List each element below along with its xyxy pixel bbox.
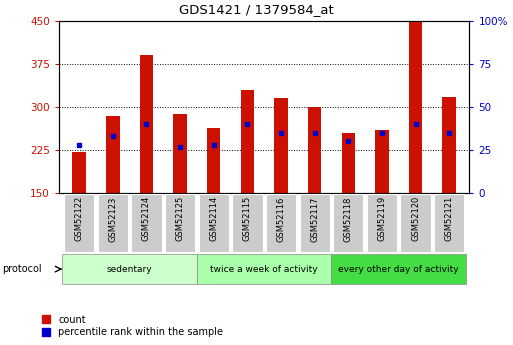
Bar: [342, 133, 355, 193]
Bar: [375, 130, 389, 193]
FancyBboxPatch shape: [367, 195, 397, 253]
Text: sedentary: sedentary: [107, 265, 152, 274]
Bar: [173, 115, 187, 193]
Text: protocol: protocol: [3, 264, 42, 274]
FancyBboxPatch shape: [165, 195, 195, 253]
Text: GSM52117: GSM52117: [310, 196, 319, 241]
Bar: [274, 98, 288, 193]
Bar: [106, 116, 120, 193]
Text: GSM52116: GSM52116: [277, 196, 286, 241]
Text: GSM52124: GSM52124: [142, 196, 151, 241]
Bar: [241, 90, 254, 193]
FancyBboxPatch shape: [401, 195, 431, 253]
Text: GDS1421 / 1379584_at: GDS1421 / 1379584_at: [179, 3, 334, 17]
FancyBboxPatch shape: [63, 254, 197, 284]
Text: GSM52121: GSM52121: [445, 196, 453, 241]
Text: GSM52125: GSM52125: [175, 196, 185, 241]
Text: GSM52118: GSM52118: [344, 196, 353, 241]
FancyBboxPatch shape: [131, 195, 162, 253]
Legend: count, percentile rank within the sample: count, percentile rank within the sample: [41, 314, 224, 338]
FancyBboxPatch shape: [434, 195, 464, 253]
FancyBboxPatch shape: [199, 195, 229, 253]
Bar: [308, 107, 321, 193]
FancyBboxPatch shape: [333, 195, 363, 253]
FancyBboxPatch shape: [64, 195, 94, 253]
Text: GSM52115: GSM52115: [243, 196, 252, 241]
FancyBboxPatch shape: [331, 254, 466, 284]
Bar: [140, 55, 153, 193]
Bar: [207, 128, 221, 193]
Bar: [443, 97, 456, 193]
FancyBboxPatch shape: [266, 195, 296, 253]
Text: every other day of activity: every other day of activity: [339, 265, 459, 274]
Bar: [409, 21, 422, 193]
Text: GSM52122: GSM52122: [75, 196, 84, 241]
FancyBboxPatch shape: [97, 195, 128, 253]
Text: twice a week of activity: twice a week of activity: [210, 265, 318, 274]
FancyBboxPatch shape: [300, 195, 330, 253]
Text: GSM52114: GSM52114: [209, 196, 218, 241]
Text: GSM52119: GSM52119: [378, 196, 386, 241]
Text: GSM52120: GSM52120: [411, 196, 420, 241]
Text: GSM52123: GSM52123: [108, 196, 117, 241]
FancyBboxPatch shape: [232, 195, 263, 253]
FancyBboxPatch shape: [197, 254, 331, 284]
Bar: [72, 152, 86, 193]
